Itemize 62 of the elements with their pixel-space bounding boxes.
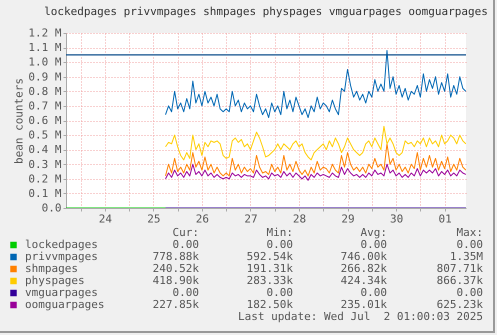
x-tick-label: 27 bbox=[244, 212, 258, 226]
y-tick-label: 0.2 M bbox=[28, 172, 62, 186]
x-tick-label: 29 bbox=[341, 212, 355, 226]
text: 182.50k bbox=[246, 298, 293, 311]
x-tick-label: 30 bbox=[390, 212, 404, 226]
text: 418.90k bbox=[152, 274, 199, 287]
text: 235.01k bbox=[340, 298, 387, 311]
text: 0.00 bbox=[172, 238, 199, 251]
text: Min: bbox=[266, 226, 293, 239]
legend-label: privvmpages bbox=[25, 250, 98, 263]
text: Max: bbox=[456, 226, 483, 239]
text: 283.33k bbox=[246, 274, 293, 287]
text: 424.34k bbox=[340, 274, 387, 287]
line-series bbox=[165, 50, 466, 118]
text: 746.00k bbox=[340, 250, 387, 263]
text: 0.00 bbox=[266, 286, 293, 299]
text: 240.52k bbox=[152, 262, 199, 275]
y-tick-label: 0.0 bbox=[42, 202, 62, 214]
text: 592.54k bbox=[246, 250, 293, 263]
text: Avg: bbox=[360, 226, 387, 239]
text: 266.82k bbox=[340, 262, 387, 275]
y-tick-label: 0.1 M bbox=[28, 186, 62, 200]
y-tick-label: 0.4 M bbox=[28, 143, 62, 156]
y-tick-label: 1.0 M bbox=[28, 56, 62, 69]
text: 0.00 bbox=[360, 286, 387, 299]
y-tick-label: 0.7 M bbox=[28, 99, 62, 112]
legend-label: oomguarpages bbox=[25, 298, 104, 311]
x-tick-label: 28 bbox=[292, 212, 306, 226]
text: 1.35M bbox=[450, 250, 483, 263]
y-axis-title: bean counters bbox=[12, 78, 26, 164]
legend-label: vmguarpages bbox=[25, 286, 98, 299]
x-tick-label: 25 bbox=[147, 212, 160, 226]
y-tick-label: 0.6 M bbox=[28, 114, 62, 127]
text: 778.88k bbox=[152, 250, 199, 263]
legend-label: lockedpages bbox=[25, 238, 98, 251]
text: 0.00 bbox=[456, 286, 483, 299]
y-tick-label: 1.1 M bbox=[28, 41, 62, 54]
legend-label: shmpages bbox=[25, 262, 78, 275]
chart-title: lockedpages privvmpages shmpages physpages vmguarpages oomguarpages bbox=[44, 5, 488, 18]
y-tick-label: 0.5 M bbox=[28, 128, 62, 142]
text: 0.00 bbox=[360, 238, 387, 251]
text: 866.37k bbox=[436, 274, 483, 287]
y-tick-label: 0.9 M bbox=[28, 70, 62, 84]
text: 625.23k bbox=[436, 298, 483, 311]
text: 0.00 bbox=[456, 238, 483, 251]
y-tick-label: 0.8 M bbox=[28, 84, 62, 98]
text: Last update: Wed Jul 2 01:00:03 2025 bbox=[236, 310, 483, 323]
legend-label: physpages bbox=[25, 274, 85, 287]
text: 0.00 bbox=[266, 238, 293, 251]
y-tick-label: 0.3 M bbox=[28, 158, 62, 171]
text: 191.31k bbox=[246, 262, 293, 275]
line-series bbox=[165, 143, 466, 176]
line-series bbox=[165, 164, 466, 181]
x-tick-label: 26 bbox=[196, 212, 210, 226]
text: Cur: bbox=[172, 226, 199, 239]
text: 0.00 bbox=[172, 286, 199, 299]
y-tick-label: 1.2 M bbox=[28, 26, 62, 40]
text: 227.85k bbox=[152, 298, 199, 311]
x-tick-label: 24 bbox=[98, 212, 112, 226]
x-tick-label: 01 bbox=[438, 212, 452, 226]
line-series bbox=[165, 126, 466, 160]
text: 807.71k bbox=[436, 262, 483, 275]
